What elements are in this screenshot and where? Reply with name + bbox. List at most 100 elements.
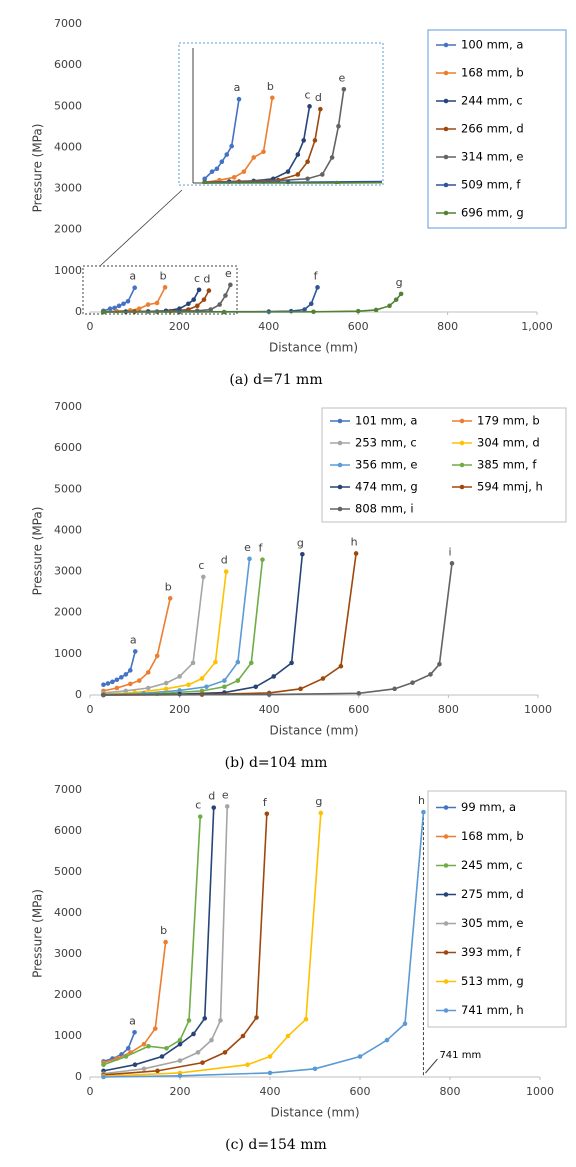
data-point [228, 282, 233, 288]
curve-label: d [315, 91, 322, 104]
legend-label: 393 mm, f [461, 945, 521, 959]
data-point [177, 1058, 183, 1063]
legend-label: 168 mm, b [461, 66, 524, 80]
data-point [125, 299, 131, 304]
data-point [114, 677, 120, 683]
data-point [387, 303, 392, 309]
data-point [408, 178, 413, 183]
data-point [266, 692, 272, 697]
data-point [308, 301, 314, 307]
data-point [224, 152, 230, 157]
legend-label: 741 mm, h [461, 1003, 524, 1017]
y-tick-label: 0 [75, 305, 82, 318]
data-point [145, 302, 151, 307]
x-tick-label: 400 [258, 320, 279, 333]
curve-label: c [198, 559, 204, 572]
data-point [177, 1037, 183, 1043]
data-point [222, 678, 227, 683]
data-point [121, 301, 126, 307]
data-point [204, 684, 209, 690]
x-axis-title: Distance (mm) [270, 1106, 359, 1120]
legend-marker [337, 462, 343, 468]
legend-marker [337, 484, 343, 490]
data-point [105, 681, 111, 686]
y-tick-label: 6000 [54, 824, 82, 837]
legend-label: 99 mm, a [461, 800, 516, 814]
data-point [437, 661, 442, 667]
data-point [223, 569, 229, 574]
data-point [410, 680, 415, 685]
data-point [270, 95, 275, 101]
data-point [199, 688, 205, 694]
curve-label: c [194, 272, 200, 285]
curve-label: b [267, 80, 274, 93]
curve-label: d [221, 554, 228, 567]
y-tick-label: 5000 [54, 865, 82, 878]
data-point [241, 169, 247, 174]
x-tick-label: 1000 [526, 1085, 554, 1098]
data-point [107, 306, 113, 312]
data-point [356, 691, 362, 696]
legend-marker [443, 805, 449, 810]
data-point [218, 1018, 223, 1023]
legend-marker [443, 42, 449, 48]
legend-label: 474 mm, g [355, 480, 418, 494]
annotation: 741 mm [439, 1050, 481, 1061]
data-point [402, 1021, 408, 1026]
data-point [199, 676, 205, 681]
data-point [177, 1073, 183, 1079]
legend-label: 385 mm, f [477, 458, 537, 472]
data-point [119, 675, 124, 680]
data-point [353, 551, 359, 556]
y-tick-label: 6000 [54, 441, 82, 454]
data-point [231, 175, 237, 180]
data-point [301, 138, 306, 143]
legend-label: 101 mm, a [355, 414, 417, 428]
data-point [167, 596, 173, 601]
data-point [186, 682, 191, 688]
data-point [219, 159, 225, 164]
data-point [336, 123, 341, 129]
data-point [393, 297, 399, 302]
data-point [302, 307, 307, 312]
data-point [224, 804, 230, 809]
curve-label: g [315, 795, 322, 808]
inset-frame [178, 42, 384, 186]
data-point [329, 155, 335, 160]
data-point [211, 805, 217, 810]
data-point [338, 663, 344, 669]
series-line [103, 563, 453, 696]
curve-label: c [305, 88, 311, 101]
y-tick-label: 4000 [54, 140, 82, 153]
y-tick-label: 5000 [54, 99, 82, 112]
data-point [101, 692, 106, 698]
curve-label: f [314, 269, 319, 282]
legend-label: 314 mm, e [461, 150, 523, 164]
data-point [236, 96, 242, 102]
legend-label: 275 mm, d [461, 887, 524, 901]
data-point [303, 1016, 309, 1022]
data-point [114, 685, 120, 691]
x-tick-label: 200 [170, 1085, 191, 1098]
legend-label: 304 mm, d [477, 436, 540, 450]
data-point [146, 1043, 151, 1049]
data-point [357, 1054, 363, 1059]
data-point [213, 659, 218, 665]
y-tick-label: 2000 [54, 606, 82, 619]
legend-marker [443, 921, 449, 926]
x-tick-label: 1000 [524, 703, 552, 716]
data-point [112, 305, 117, 311]
legend-label: 245 mm, c [461, 858, 523, 872]
legend-marker [443, 834, 449, 839]
data-point [141, 1041, 147, 1047]
data-point [421, 809, 426, 815]
data-point [128, 668, 133, 673]
data-point [209, 1037, 214, 1043]
y-tick-label: 0 [75, 1070, 82, 1083]
curve-label: h [418, 794, 425, 807]
curve-label: e [225, 267, 232, 280]
data-point [191, 297, 197, 302]
data-point [285, 1033, 291, 1039]
